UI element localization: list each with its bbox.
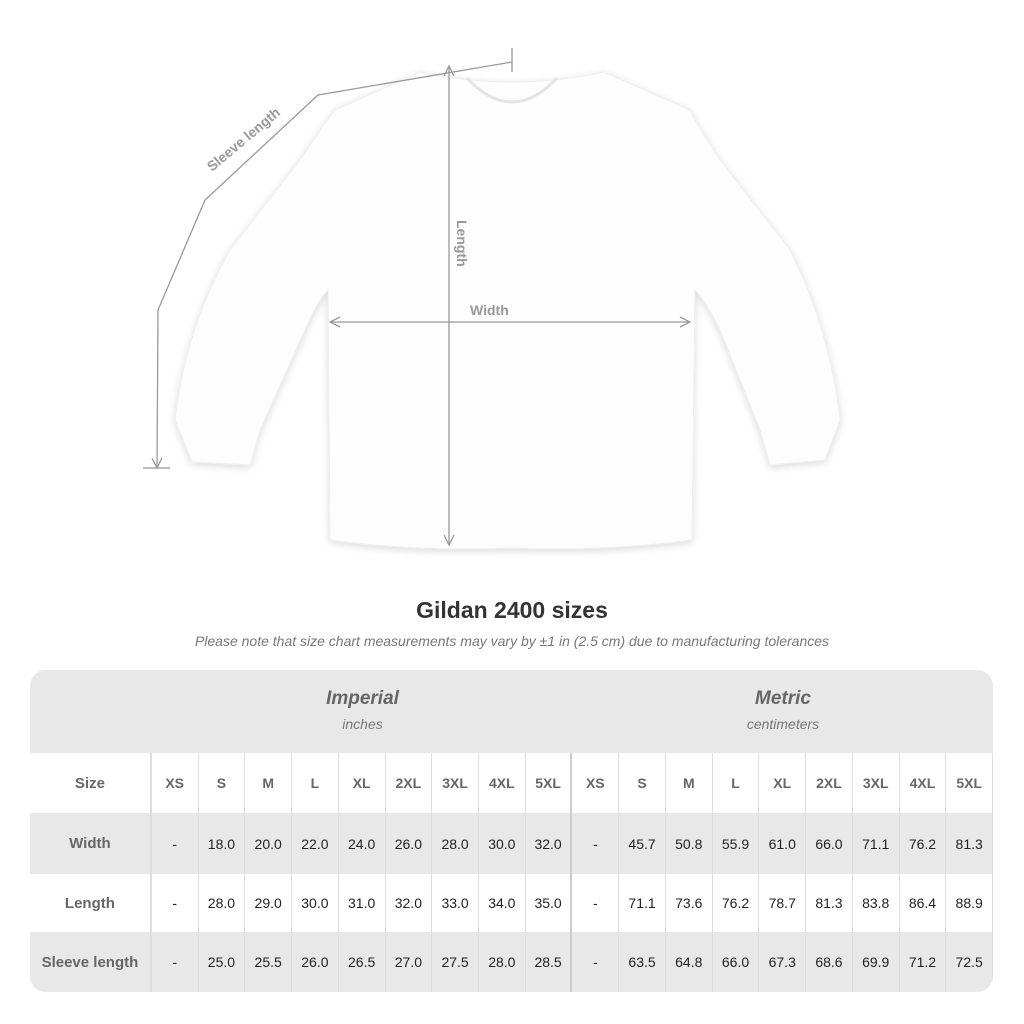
imperial-value-cell: 28.5	[526, 932, 573, 992]
metric-value-cell: 55.9	[713, 813, 760, 874]
imperial-value-cell: 34.0	[479, 874, 526, 932]
imperial-value-cell: 32.0	[526, 813, 573, 874]
metric-value-cell: 76.2	[900, 813, 947, 874]
size-header-cell: 5XL	[526, 753, 573, 813]
metric-value-cell: 63.5	[619, 932, 666, 992]
size-header-cell: XL	[339, 753, 386, 813]
shirt-illustration	[174, 71, 841, 550]
row-label: Size	[30, 753, 152, 813]
row-label: Length	[30, 874, 152, 932]
metric-value-cell: 71.1	[619, 874, 666, 932]
size-header-cell: 2XL	[806, 753, 853, 813]
imperial-value-cell: 30.0	[292, 874, 339, 932]
size-header-cell: XL	[759, 753, 807, 813]
length-label: Length	[454, 220, 470, 267]
metric-header: Metric centimeters	[573, 670, 993, 753]
imperial-value-cell: 26.0	[386, 813, 433, 874]
imperial-unit: inches	[342, 716, 383, 732]
metric-unit: centimeters	[746, 716, 820, 732]
imperial-value-cell: 22.0	[292, 813, 339, 874]
metric-value-cell: 72.5	[946, 932, 993, 992]
imperial-value-cell: 28.0	[479, 932, 526, 992]
table-row: Sleeve length -25.0 25.5 26.0 26.5 27.0 27.5 28…	[30, 932, 993, 992]
metric-value-cell: 78.7	[759, 874, 807, 932]
width-label: Width	[470, 302, 509, 318]
imperial-value-cell: 28.0	[432, 813, 479, 874]
metric-value-cell: 66.0	[713, 932, 760, 992]
size-header-cell: 4XL	[900, 753, 947, 813]
metric-value-cell: 67.3	[759, 932, 807, 992]
row-label: Width	[30, 813, 152, 874]
metric-value-cell: 86.4	[900, 874, 947, 932]
imperial-value-cell: 35.0	[526, 874, 573, 932]
size-header-row: Size XS S M L XL 2XL 3XL 4XL 5XL XS S M L XL 2XL 3XL 4XL 5…	[30, 753, 993, 813]
imperial-value-cell: 32.0	[386, 874, 433, 932]
metric-value-cell: -	[572, 813, 620, 874]
size-header-cell: M	[245, 753, 293, 813]
imperial-header: Imperial inches	[152, 670, 573, 753]
row-label: Sleeve length	[30, 932, 152, 992]
size-header-cell: 5XL	[946, 753, 993, 813]
imperial-value-cell: 26.5	[339, 932, 386, 992]
metric-value-cell: 66.0	[806, 813, 853, 874]
metric-value-cell: 64.8	[666, 932, 713, 992]
metric-value-cell: 71.2	[900, 932, 947, 992]
imperial-value-cell: 31.0	[339, 874, 386, 932]
size-header-cell: XS	[572, 753, 620, 813]
size-header-cell: 4XL	[479, 753, 526, 813]
metric-value-cell: 45.7	[619, 813, 666, 874]
metric-value-cell: 69.9	[853, 932, 900, 992]
imperial-value-cell: 33.0	[432, 874, 479, 932]
chart-title: Gildan 2400 sizes	[416, 597, 608, 623]
metric-value-cell: 61.0	[759, 813, 807, 874]
shirt-diagram: Sleeve length Length Width	[143, 48, 841, 550]
size-header-cell: M	[666, 753, 713, 813]
size-header-cell: 2XL	[386, 753, 433, 813]
metric-value-cell: 76.2	[713, 874, 760, 932]
size-header-cell: 3XL	[432, 753, 479, 813]
imperial-value-cell: 25.5	[245, 932, 293, 992]
metric-value-cell: 81.3	[946, 813, 993, 874]
imperial-value-cell: 27.0	[386, 932, 433, 992]
imperial-value-cell: 26.0	[292, 932, 339, 992]
imperial-heading: Imperial	[326, 688, 399, 709]
table-row: Width -18.0 20.0 22.0 24.0 26.0 28.0 30.0 32.0-4…	[30, 813, 993, 874]
metric-value-cell: 88.9	[946, 874, 993, 932]
imperial-value-cell: 20.0	[245, 813, 293, 874]
tolerance-note: Please note that size chart measurements…	[194, 633, 830, 649]
imperial-value-cell: 28.0	[199, 874, 246, 932]
metric-value-cell: 83.8	[853, 874, 900, 932]
imperial-value-cell: 24.0	[339, 813, 386, 874]
imperial-value-cell: -	[152, 813, 199, 874]
size-table: Imperial inches Metric centimeters Size X…	[30, 670, 993, 992]
size-header-cell: XS	[152, 753, 199, 813]
size-header-cell: L	[292, 753, 339, 813]
size-header-cell: 3XL	[853, 753, 900, 813]
imperial-value-cell: 25.0	[199, 932, 246, 992]
size-header-cell: S	[619, 753, 666, 813]
metric-value-cell: 50.8	[666, 813, 713, 874]
metric-value-cell: 71.1	[853, 813, 900, 874]
table-row: Length -28.0 29.0 30.0 31.0 32.0 33.0 34.0 35.0-…	[30, 874, 993, 932]
metric-value-cell: 68.6	[806, 932, 853, 992]
imperial-value-cell: 18.0	[199, 813, 246, 874]
imperial-value-cell: 29.0	[245, 874, 293, 932]
metric-value-cell: 73.6	[666, 874, 713, 932]
metric-heading: Metric	[755, 688, 811, 709]
imperial-value-cell: 30.0	[479, 813, 526, 874]
metric-value-cell: -	[572, 874, 620, 932]
metric-value-cell: 81.3	[806, 874, 853, 932]
measurement-lines	[143, 48, 692, 547]
imperial-value-cell: -	[152, 874, 199, 932]
size-header-cell: L	[713, 753, 760, 813]
imperial-value-cell: -	[152, 932, 199, 992]
imperial-value-cell: 27.5	[432, 932, 479, 992]
size-header-cell: S	[199, 753, 246, 813]
metric-value-cell: -	[572, 932, 620, 992]
